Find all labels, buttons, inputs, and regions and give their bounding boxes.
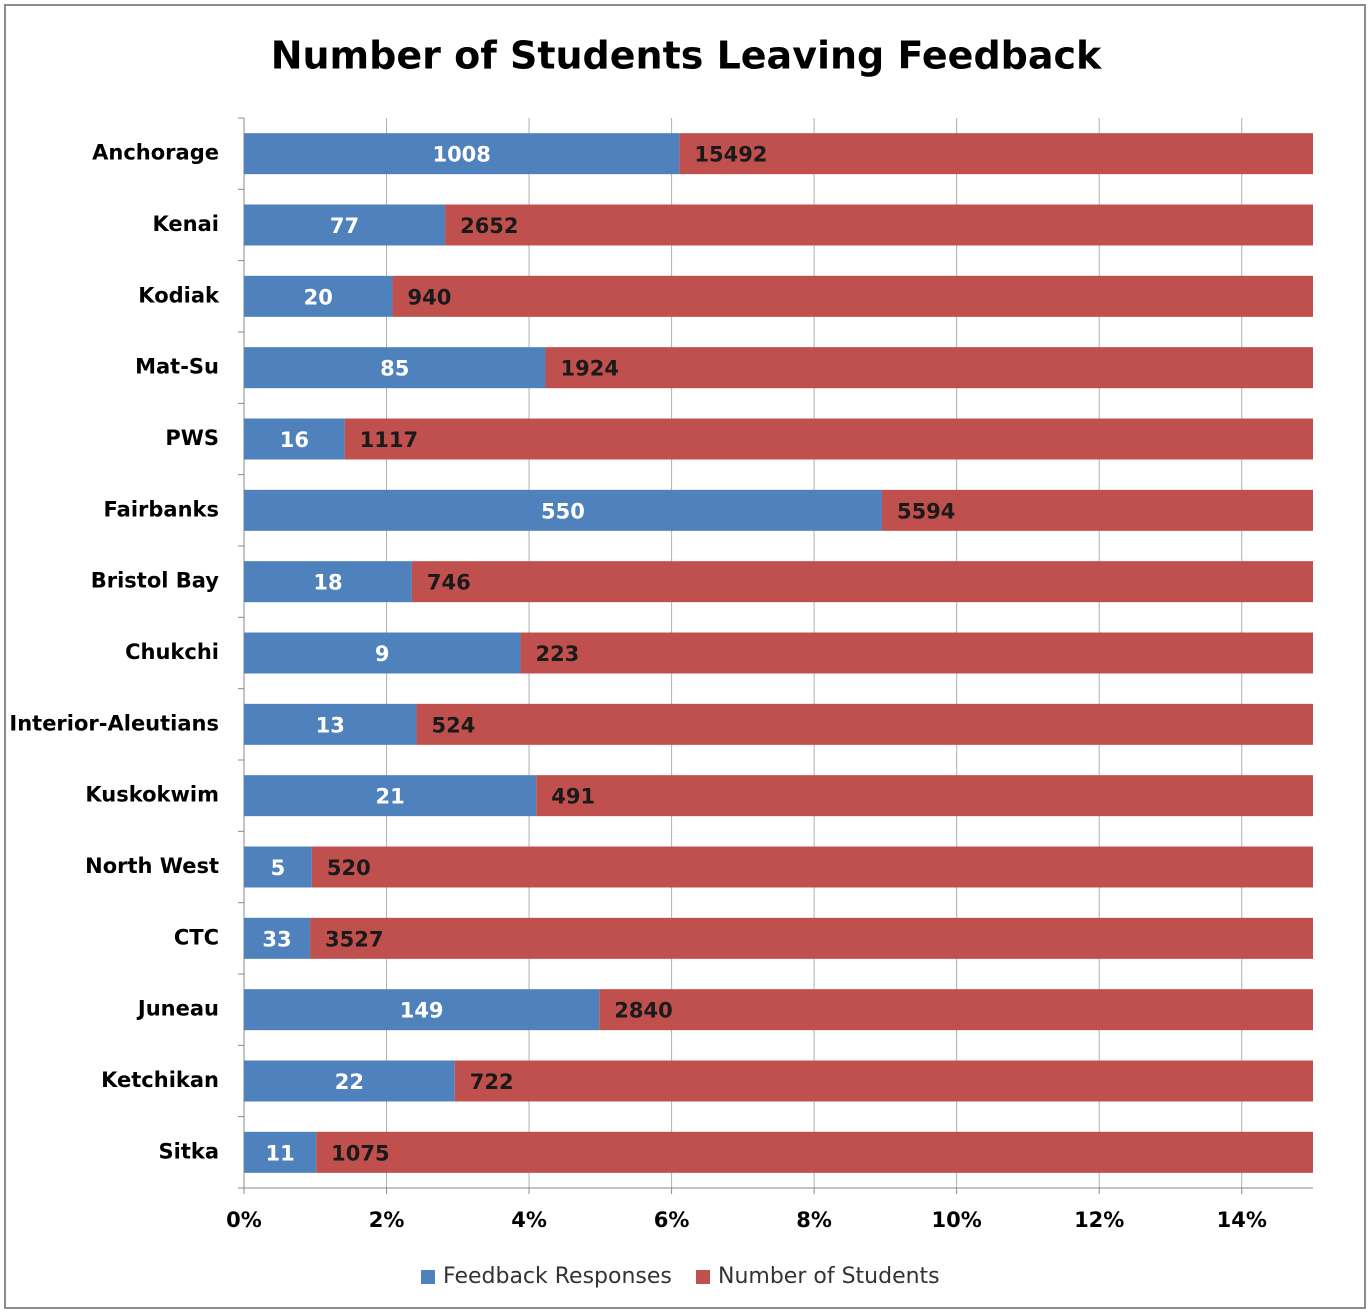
bar-segment: [454, 1060, 1313, 1102]
bar-segment: [244, 275, 393, 317]
data-label: 722: [470, 1070, 514, 1094]
data-label: 15492: [694, 143, 767, 167]
bar-segment: [311, 846, 1313, 888]
y-tick-label: Juneau: [136, 997, 219, 1021]
data-label: 746: [427, 571, 471, 595]
bar-segment: [244, 846, 312, 888]
y-tick-label: Kuskokwim: [85, 783, 219, 807]
y-tick-label: Kodiak: [138, 283, 220, 307]
data-label: 9: [375, 642, 390, 666]
data-label: 20: [304, 285, 333, 309]
bar-segment: [411, 561, 1313, 603]
bar-segment: [244, 703, 417, 745]
y-tick-label: Sitka: [159, 1139, 220, 1163]
bar-segment: [316, 1131, 1313, 1173]
data-label: 2652: [460, 214, 518, 238]
data-label: 524: [432, 713, 476, 737]
bar-segment: [545, 347, 1313, 389]
data-label: 21: [376, 785, 405, 809]
bar-segment: [599, 989, 1313, 1031]
bar-segment: [244, 561, 412, 603]
data-label: 33: [262, 927, 291, 951]
x-tick-label: 12%: [1074, 1208, 1124, 1232]
bar-segment: [679, 133, 1313, 175]
legend-label: Feedback Responses: [443, 1264, 672, 1289]
x-tick-label: 8%: [796, 1208, 832, 1232]
bar-segment: [244, 632, 521, 674]
data-label: 85: [380, 357, 409, 381]
y-tick-label: Bristol Bay: [91, 569, 220, 593]
data-label: 1008: [432, 143, 490, 167]
data-label: 1924: [561, 357, 619, 381]
data-label: 11: [265, 1141, 294, 1165]
data-label: 940: [407, 285, 451, 309]
data-label: 149: [400, 999, 444, 1023]
bar-segment: [536, 775, 1313, 817]
y-tick-label: Ketchikan: [101, 1068, 219, 1092]
data-label: 16: [280, 428, 309, 452]
bar-segment: [244, 347, 546, 389]
data-label: 77: [330, 214, 359, 238]
legend-label: Number of Students: [718, 1264, 940, 1289]
legend-swatch: [696, 1270, 710, 1284]
x-tick-label: 6%: [654, 1208, 690, 1232]
x-tick-label: 14%: [1217, 1208, 1267, 1232]
data-label: 5: [271, 856, 286, 880]
x-tick-label: 2%: [369, 1208, 405, 1232]
bar-segment: [244, 1131, 317, 1173]
x-tick-label: 0%: [226, 1208, 262, 1232]
bar-segment: [392, 275, 1313, 317]
y-tick-label: Interior-Aleutians: [9, 711, 219, 735]
data-label: 3527: [325, 927, 383, 951]
bar-segment: [244, 133, 680, 175]
y-tick-label: North West: [85, 854, 219, 878]
data-label: 18: [313, 571, 342, 595]
data-label: 491: [551, 785, 595, 809]
data-label: 223: [535, 642, 579, 666]
bar-segment: [416, 703, 1313, 745]
bar-segment: [445, 204, 1313, 246]
data-label: 1117: [360, 428, 418, 452]
x-tick-label: 10%: [932, 1208, 982, 1232]
data-label: 22: [335, 1070, 364, 1094]
x-tick-label: 4%: [511, 1208, 547, 1232]
data-label: 5594: [897, 499, 955, 523]
y-tick-label: Mat-Su: [135, 355, 219, 379]
bar-segment: [244, 775, 537, 817]
y-tick-label: PWS: [165, 426, 219, 450]
bar-segment: [244, 418, 345, 460]
data-label: 2840: [614, 999, 672, 1023]
y-tick-label: Kenai: [153, 212, 219, 236]
bar-segment: [244, 917, 311, 959]
data-label: 550: [541, 499, 585, 523]
chart-title: Number of Students Leaving Feedback: [271, 34, 1102, 78]
data-label: 13: [316, 713, 345, 737]
data-label: 520: [327, 856, 371, 880]
bar-segment: [881, 489, 1313, 531]
bar-segment: [244, 204, 446, 246]
legend-swatch: [421, 1270, 435, 1284]
bar-segment: [244, 1060, 455, 1102]
y-tick-label: CTC: [174, 925, 219, 949]
bar-segment: [244, 989, 600, 1031]
bar-segment: [244, 489, 882, 531]
bar-segment: [344, 418, 1313, 460]
bar-segment: [310, 917, 1313, 959]
y-tick-label: Anchorage: [92, 141, 219, 165]
bar-segment: [520, 632, 1313, 674]
y-tick-label: Fairbanks: [104, 497, 219, 521]
y-tick-label: Chukchi: [125, 640, 219, 664]
data-label: 1075: [331, 1141, 389, 1165]
